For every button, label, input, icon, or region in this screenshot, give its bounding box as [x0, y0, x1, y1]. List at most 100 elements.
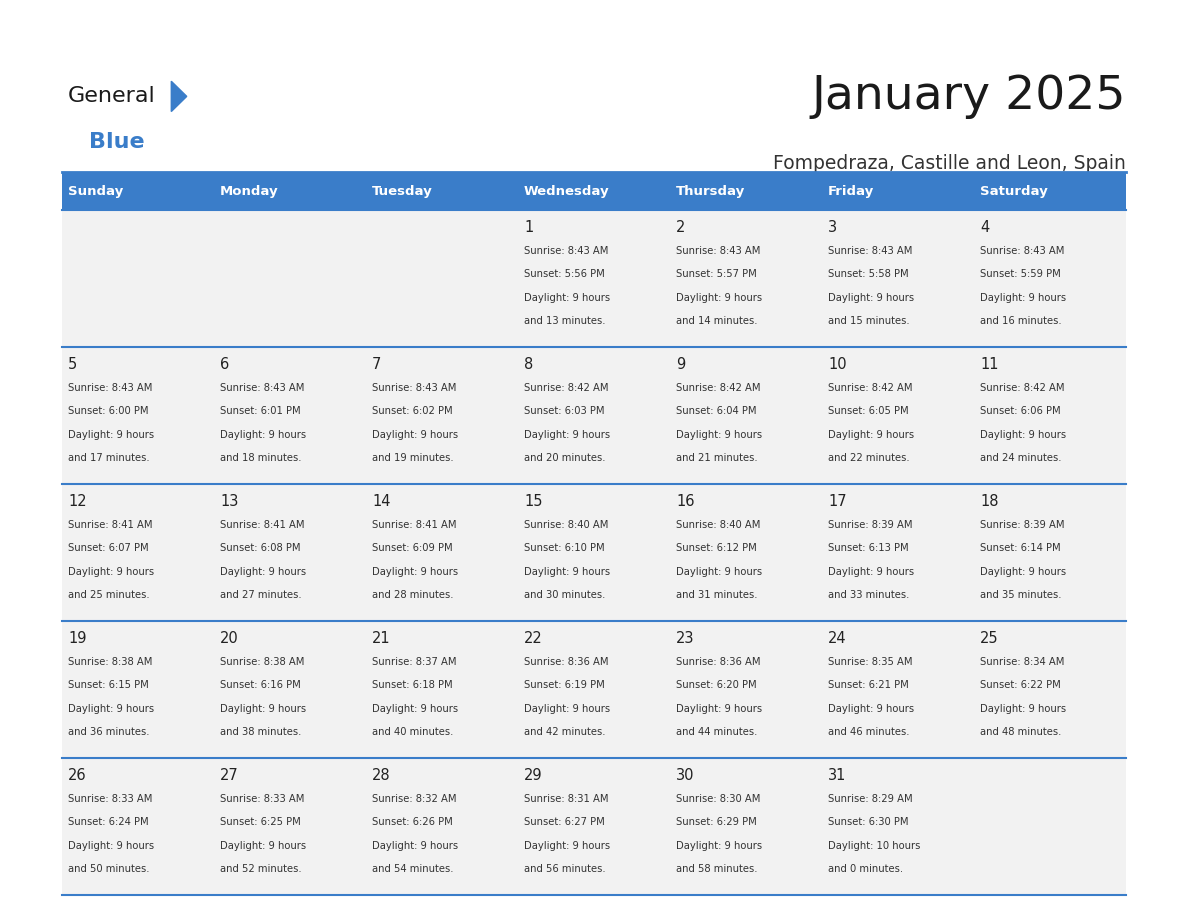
Text: Daylight: 9 hours: Daylight: 9 hours	[980, 704, 1066, 713]
Bar	[822, 172, 974, 210]
Text: Sunset: 6:16 PM: Sunset: 6:16 PM	[220, 680, 301, 690]
Bar	[974, 758, 1126, 895]
Text: Sunset: 6:09 PM: Sunset: 6:09 PM	[372, 543, 453, 554]
Text: Daylight: 9 hours: Daylight: 9 hours	[676, 566, 763, 577]
Text: and 44 minutes.: and 44 minutes.	[676, 727, 758, 737]
Text: Sunset: 6:13 PM: Sunset: 6:13 PM	[828, 543, 909, 554]
Text: 8: 8	[524, 357, 533, 373]
Bar	[518, 210, 670, 347]
Text: Sunset: 6:02 PM: Sunset: 6:02 PM	[372, 407, 453, 417]
Text: Sunset: 6:01 PM: Sunset: 6:01 PM	[220, 407, 301, 417]
Text: Sunrise: 8:36 AM: Sunrise: 8:36 AM	[676, 657, 760, 667]
Bar	[670, 347, 822, 484]
Bar	[366, 172, 518, 210]
Bar	[822, 621, 974, 758]
Bar	[214, 347, 366, 484]
Text: and 25 minutes.: and 25 minutes.	[68, 590, 150, 600]
Text: and 17 minutes.: and 17 minutes.	[68, 453, 150, 463]
Text: 14: 14	[372, 494, 391, 509]
Text: Sunset: 6:24 PM: Sunset: 6:24 PM	[68, 817, 148, 827]
Text: and 13 minutes.: and 13 minutes.	[524, 316, 606, 326]
Text: Sunrise: 8:38 AM: Sunrise: 8:38 AM	[220, 657, 304, 667]
Text: Blue: Blue	[89, 132, 145, 152]
Text: and 40 minutes.: and 40 minutes.	[372, 727, 454, 737]
Bar	[366, 621, 518, 758]
Text: Saturday: Saturday	[980, 185, 1048, 197]
Bar	[366, 758, 518, 895]
Bar	[62, 347, 214, 484]
Text: 15: 15	[524, 494, 543, 509]
Text: Daylight: 9 hours: Daylight: 9 hours	[828, 566, 915, 577]
Text: Sunday: Sunday	[68, 185, 124, 197]
Bar	[822, 484, 974, 621]
Bar	[822, 210, 974, 347]
Text: Daylight: 9 hours: Daylight: 9 hours	[524, 293, 611, 303]
Text: Sunrise: 8:39 AM: Sunrise: 8:39 AM	[980, 521, 1064, 530]
Text: Friday: Friday	[828, 185, 874, 197]
Bar	[822, 758, 974, 895]
Bar	[214, 484, 366, 621]
Text: and 14 minutes.: and 14 minutes.	[676, 316, 758, 326]
Text: Sunrise: 8:41 AM: Sunrise: 8:41 AM	[372, 521, 456, 530]
Text: Sunset: 5:58 PM: Sunset: 5:58 PM	[828, 269, 909, 279]
Text: Sunrise: 8:29 AM: Sunrise: 8:29 AM	[828, 794, 912, 804]
Text: Sunrise: 8:35 AM: Sunrise: 8:35 AM	[828, 657, 912, 667]
Text: Sunset: 6:03 PM: Sunset: 6:03 PM	[524, 407, 605, 417]
Text: Monday: Monday	[220, 185, 279, 197]
Bar	[974, 210, 1126, 347]
Bar	[974, 621, 1126, 758]
Text: Daylight: 9 hours: Daylight: 9 hours	[220, 430, 307, 440]
Text: and 19 minutes.: and 19 minutes.	[372, 453, 454, 463]
Text: Sunset: 5:56 PM: Sunset: 5:56 PM	[524, 269, 605, 279]
Text: Wednesday: Wednesday	[524, 185, 609, 197]
Text: 31: 31	[828, 768, 847, 783]
Text: and 21 minutes.: and 21 minutes.	[676, 453, 758, 463]
Text: Sunset: 6:14 PM: Sunset: 6:14 PM	[980, 543, 1061, 554]
Text: Daylight: 9 hours: Daylight: 9 hours	[676, 841, 763, 851]
Text: Sunrise: 8:37 AM: Sunrise: 8:37 AM	[372, 657, 456, 667]
Text: Sunset: 6:20 PM: Sunset: 6:20 PM	[676, 680, 757, 690]
Text: and 24 minutes.: and 24 minutes.	[980, 453, 1062, 463]
Text: and 50 minutes.: and 50 minutes.	[68, 864, 150, 874]
Bar	[670, 172, 822, 210]
Text: Sunset: 5:59 PM: Sunset: 5:59 PM	[980, 269, 1061, 279]
Text: Sunset: 6:12 PM: Sunset: 6:12 PM	[676, 543, 757, 554]
Text: and 52 minutes.: and 52 minutes.	[220, 864, 302, 874]
Text: 10: 10	[828, 357, 847, 373]
Bar	[214, 758, 366, 895]
Text: and 58 minutes.: and 58 minutes.	[676, 864, 758, 874]
Text: Sunset: 6:00 PM: Sunset: 6:00 PM	[68, 407, 148, 417]
Text: Daylight: 9 hours: Daylight: 9 hours	[676, 704, 763, 713]
Text: Daylight: 9 hours: Daylight: 9 hours	[828, 293, 915, 303]
Text: Sunrise: 8:40 AM: Sunrise: 8:40 AM	[524, 521, 608, 530]
Text: and 22 minutes.: and 22 minutes.	[828, 453, 910, 463]
Text: Sunrise: 8:43 AM: Sunrise: 8:43 AM	[828, 246, 912, 256]
Text: 24: 24	[828, 632, 847, 646]
Text: and 30 minutes.: and 30 minutes.	[524, 590, 606, 600]
Text: Daylight: 9 hours: Daylight: 9 hours	[828, 430, 915, 440]
Text: Sunrise: 8:42 AM: Sunrise: 8:42 AM	[980, 383, 1064, 393]
Bar	[518, 347, 670, 484]
Text: Sunset: 6:26 PM: Sunset: 6:26 PM	[372, 817, 453, 827]
Text: 16: 16	[676, 494, 695, 509]
Polygon shape	[171, 82, 187, 111]
Text: Daylight: 9 hours: Daylight: 9 hours	[68, 704, 154, 713]
Text: Sunset: 6:06 PM: Sunset: 6:06 PM	[980, 407, 1061, 417]
Text: Sunrise: 8:41 AM: Sunrise: 8:41 AM	[68, 521, 152, 530]
Bar	[62, 210, 214, 347]
Text: 29: 29	[524, 768, 543, 783]
Text: Sunset: 6:18 PM: Sunset: 6:18 PM	[372, 680, 453, 690]
Text: Sunrise: 8:43 AM: Sunrise: 8:43 AM	[676, 246, 760, 256]
Text: 11: 11	[980, 357, 999, 373]
Text: Tuesday: Tuesday	[372, 185, 432, 197]
Text: and 20 minutes.: and 20 minutes.	[524, 453, 606, 463]
Text: Sunrise: 8:43 AM: Sunrise: 8:43 AM	[524, 246, 608, 256]
Text: and 0 minutes.: and 0 minutes.	[828, 864, 903, 874]
Text: Sunrise: 8:38 AM: Sunrise: 8:38 AM	[68, 657, 152, 667]
Text: Sunrise: 8:32 AM: Sunrise: 8:32 AM	[372, 794, 456, 804]
Bar	[822, 347, 974, 484]
Text: Sunrise: 8:30 AM: Sunrise: 8:30 AM	[676, 794, 760, 804]
Bar	[366, 210, 518, 347]
Text: and 46 minutes.: and 46 minutes.	[828, 727, 910, 737]
Text: Sunrise: 8:43 AM: Sunrise: 8:43 AM	[980, 246, 1064, 256]
